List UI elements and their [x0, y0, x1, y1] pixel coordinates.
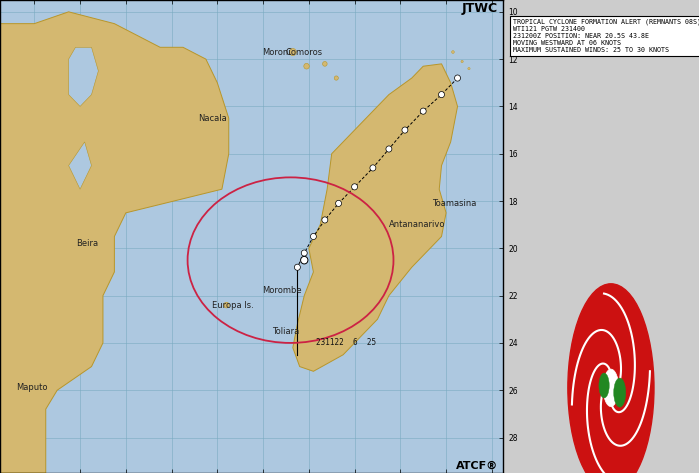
Text: TROPICAL CYCLONE FORMATION ALERT (REMNANTS 08S)
WTI121 PGTW 231400
231200Z POSIT: TROPICAL CYCLONE FORMATION ALERT (REMNAN…	[513, 19, 699, 53]
Text: Toliara: Toliara	[273, 326, 300, 336]
Circle shape	[420, 108, 426, 114]
Text: Moroni: Moroni	[262, 47, 291, 57]
Circle shape	[568, 284, 654, 473]
Text: Toamasina: Toamasina	[433, 199, 477, 208]
Text: ATCF®: ATCF®	[456, 461, 498, 471]
Circle shape	[370, 165, 376, 171]
Text: 231122  6  25: 231122 6 25	[316, 338, 376, 347]
Circle shape	[468, 67, 470, 70]
Polygon shape	[0, 12, 229, 473]
Circle shape	[294, 264, 301, 270]
Circle shape	[224, 302, 229, 308]
Text: JTWC: JTWC	[462, 2, 498, 15]
Circle shape	[336, 201, 342, 206]
Text: Europa Is.: Europa Is.	[212, 300, 254, 310]
Circle shape	[334, 76, 338, 80]
Text: Morombe: Morombe	[262, 286, 302, 296]
Circle shape	[438, 91, 445, 97]
Circle shape	[289, 48, 296, 55]
Circle shape	[301, 250, 308, 256]
Text: Maputo: Maputo	[17, 383, 48, 393]
Circle shape	[452, 51, 454, 53]
Circle shape	[461, 60, 463, 62]
Circle shape	[301, 256, 308, 264]
Circle shape	[614, 378, 626, 407]
Circle shape	[322, 217, 328, 223]
Circle shape	[599, 373, 610, 398]
Circle shape	[310, 233, 317, 239]
Polygon shape	[293, 64, 458, 371]
Circle shape	[322, 61, 327, 66]
Polygon shape	[69, 142, 92, 189]
Circle shape	[304, 63, 309, 69]
Text: Antananarivo: Antananarivo	[389, 220, 445, 229]
Circle shape	[352, 184, 358, 190]
Circle shape	[454, 75, 461, 81]
Text: Nacala: Nacala	[198, 114, 226, 123]
Text: Beira: Beira	[76, 239, 99, 248]
Circle shape	[402, 127, 408, 133]
Circle shape	[603, 369, 619, 407]
Polygon shape	[69, 47, 99, 106]
Text: Comoros: Comoros	[286, 47, 323, 57]
Circle shape	[386, 146, 392, 152]
